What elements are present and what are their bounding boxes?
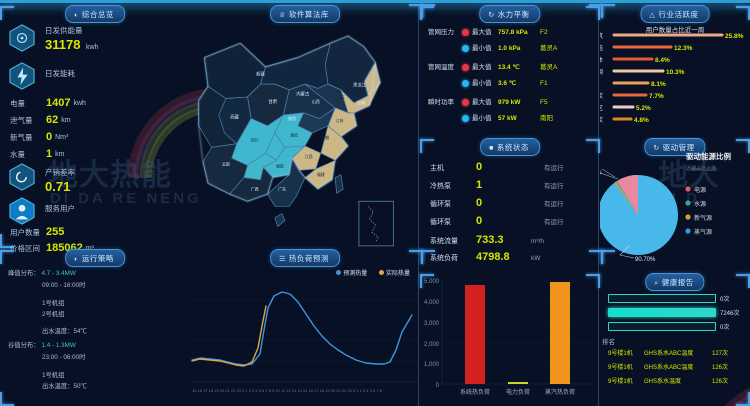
svg-text:5,000: 5,000	[424, 279, 440, 285]
svg-text:1,000: 1,000	[424, 362, 440, 368]
svg-text:12.3%: 12.3%	[674, 45, 693, 52]
svg-text:90.70%: 90.70%	[635, 257, 656, 263]
svg-text:0: 0	[436, 383, 440, 389]
svg-text:轨电: 轨电	[600, 44, 603, 52]
svg-text:江西: 江西	[305, 154, 313, 159]
svg-text:25.8%: 25.8%	[725, 33, 744, 40]
svg-text:2,000: 2,000	[424, 342, 440, 348]
svg-text:内蒙古: 内蒙古	[296, 91, 310, 98]
svg-text:驱动能源比例: 驱动能源比例	[686, 151, 731, 161]
svg-text:安徽: 安徽	[321, 135, 329, 140]
svg-text:电力负荷: 电力负荷	[506, 388, 530, 396]
svg-text:浆体: 浆体	[600, 56, 603, 64]
svg-text:广浆: 广浆	[600, 116, 603, 124]
svg-text:江苏: 江苏	[336, 118, 344, 123]
svg-text:山西: 山西	[312, 99, 320, 104]
svg-text:5.39%: 5.39%	[600, 170, 602, 176]
svg-text:4.8%: 4.8%	[634, 117, 649, 124]
svg-text:3,000: 3,000	[424, 321, 440, 327]
svg-text:新气源: 新气源	[694, 214, 712, 222]
svg-text:制区: 制区	[600, 104, 603, 112]
svg-text:系统热负荷: 系统热负荷	[460, 388, 490, 396]
svg-text:近期占比上涨: 近期占比上涨	[686, 165, 716, 172]
svg-text:湖北: 湖北	[290, 133, 298, 138]
svg-text:陕西: 陕西	[288, 116, 296, 121]
svg-text:西藏: 西藏	[230, 114, 239, 121]
svg-text:山东: 山东	[337, 95, 345, 100]
svg-text:7.7%: 7.7%	[649, 93, 664, 100]
svg-text:甘肃: 甘肃	[268, 98, 277, 105]
svg-text:四川: 四川	[251, 138, 259, 143]
svg-text:5.2%: 5.2%	[636, 105, 651, 112]
svg-text:蒸气源: 蒸气源	[694, 228, 712, 236]
svg-text:15 16 17 18 19 20 21 22 23 0 1: 15 16 17 18 19 20 21 22 23 0 1 2 3 4 5 6…	[192, 388, 383, 393]
svg-text:新疆: 新疆	[256, 71, 265, 78]
svg-text:10.3%: 10.3%	[666, 69, 685, 76]
svg-text:黑龙江: 黑龙江	[353, 81, 367, 88]
svg-text:湖南: 湖南	[276, 164, 284, 169]
svg-text:福建: 福建	[317, 172, 325, 177]
svg-text:蒸汽热负荷: 蒸汽热负荷	[545, 388, 575, 396]
svg-text:4,000: 4,000	[424, 300, 440, 306]
svg-text:广西: 广西	[251, 187, 259, 192]
svg-text:泰浆: 泰浆	[600, 92, 603, 100]
svg-text:8.1%: 8.1%	[651, 81, 666, 88]
svg-text:水源: 水源	[694, 200, 706, 208]
svg-text:电源: 电源	[694, 186, 706, 194]
svg-text:广东: 广东	[278, 187, 286, 192]
svg-text:建筑: 建筑	[600, 32, 603, 40]
svg-text:吉林: 吉林	[357, 99, 366, 106]
svg-text:云南: 云南	[222, 161, 230, 166]
svg-text:8.4%: 8.4%	[655, 57, 670, 64]
svg-text:主调: 主调	[600, 68, 603, 76]
